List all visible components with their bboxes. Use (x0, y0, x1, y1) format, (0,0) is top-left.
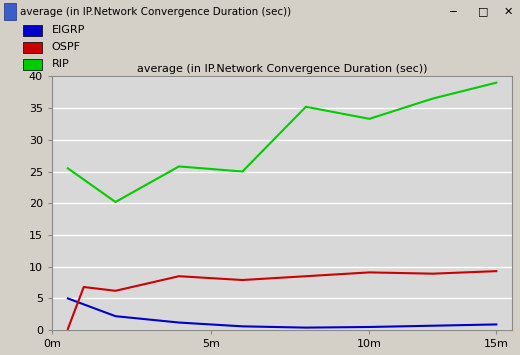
Bar (23, 24, 42, 36)
Bar (4, 4, 16, 20)
Title: average (in IP.Network Convergence Duration (sec)): average (in IP.Network Convergence Durat… (137, 64, 427, 74)
Text: RIP: RIP (51, 59, 69, 69)
Text: average (in IP.Network Convergence Duration (sec)): average (in IP.Network Convergence Durat… (20, 6, 291, 17)
Text: □: □ (478, 6, 489, 17)
Text: ✕: ✕ (504, 6, 513, 17)
Text: EIGRP: EIGRP (51, 25, 85, 35)
Bar (23, 59, 42, 70)
Bar (23, 42, 42, 53)
Text: ─: ─ (449, 6, 456, 17)
Text: OSPF: OSPF (51, 42, 81, 52)
